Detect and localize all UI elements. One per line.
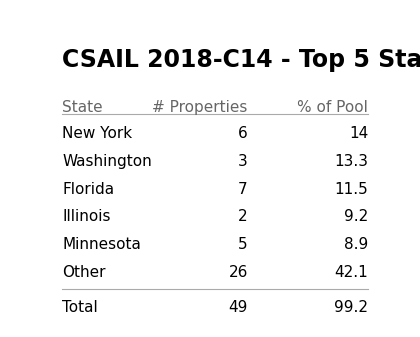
Text: Washington: Washington	[62, 154, 152, 169]
Text: 5: 5	[238, 237, 248, 252]
Text: 49: 49	[228, 301, 248, 315]
Text: 9.2: 9.2	[344, 209, 368, 224]
Text: 14: 14	[349, 126, 368, 141]
Text: CSAIL 2018-C14 - Top 5 States: CSAIL 2018-C14 - Top 5 States	[62, 48, 420, 72]
Text: 26: 26	[228, 265, 248, 280]
Text: 8.9: 8.9	[344, 237, 368, 252]
Text: 3: 3	[238, 154, 248, 169]
Text: 6: 6	[238, 126, 248, 141]
Text: New York: New York	[62, 126, 132, 141]
Text: 99.2: 99.2	[334, 301, 368, 315]
Text: 42.1: 42.1	[334, 265, 368, 280]
Text: # Properties: # Properties	[152, 100, 248, 115]
Text: Minnesota: Minnesota	[62, 237, 141, 252]
Text: Florida: Florida	[62, 182, 114, 196]
Text: 13.3: 13.3	[334, 154, 368, 169]
Text: 11.5: 11.5	[334, 182, 368, 196]
Text: Total: Total	[62, 301, 98, 315]
Text: Illinois: Illinois	[62, 209, 111, 224]
Text: 2: 2	[238, 209, 248, 224]
Text: State: State	[62, 100, 103, 115]
Text: % of Pool: % of Pool	[297, 100, 368, 115]
Text: Other: Other	[62, 265, 106, 280]
Text: 7: 7	[238, 182, 248, 196]
